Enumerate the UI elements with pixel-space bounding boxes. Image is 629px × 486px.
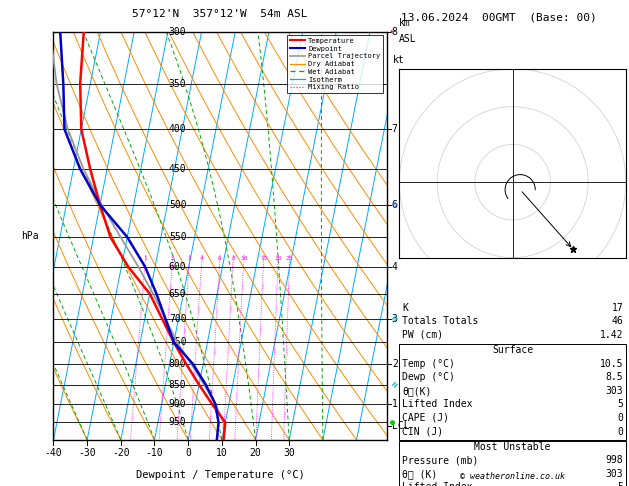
Text: 650: 650 xyxy=(169,289,186,299)
Text: 4: 4 xyxy=(200,256,204,261)
Text: ●: ● xyxy=(390,418,395,427)
Text: 8: 8 xyxy=(231,256,235,261)
Text: 0: 0 xyxy=(618,427,623,436)
Text: 2: 2 xyxy=(392,359,398,369)
Text: 46: 46 xyxy=(611,316,623,326)
Text: 30: 30 xyxy=(283,448,295,458)
Text: Temp (°C): Temp (°C) xyxy=(402,359,455,368)
Text: ≡: ≡ xyxy=(390,199,401,210)
Text: 900: 900 xyxy=(169,399,186,409)
Text: 303: 303 xyxy=(606,386,623,396)
Text: 0: 0 xyxy=(185,448,191,458)
Text: 300: 300 xyxy=(169,27,186,36)
Text: Pressure (mb): Pressure (mb) xyxy=(402,455,478,465)
Text: ≡: ≡ xyxy=(390,379,401,390)
Text: 3: 3 xyxy=(187,256,191,261)
Text: Totals Totals: Totals Totals xyxy=(402,316,478,326)
Text: kt: kt xyxy=(392,55,404,65)
Text: θᴇ(K): θᴇ(K) xyxy=(402,386,431,396)
Text: Dewpoint / Temperature (°C): Dewpoint / Temperature (°C) xyxy=(136,470,304,481)
Text: 303: 303 xyxy=(606,469,623,479)
Legend: Temperature, Dewpoint, Parcel Trajectory, Dry Adiabat, Wet Adiabat, Isotherm, Mi: Temperature, Dewpoint, Parcel Trajectory… xyxy=(287,35,383,93)
Text: -20: -20 xyxy=(112,448,130,458)
Text: 10: 10 xyxy=(216,448,228,458)
Text: ASL: ASL xyxy=(399,34,416,44)
Text: 15: 15 xyxy=(260,256,267,261)
Text: 500: 500 xyxy=(169,200,186,210)
Text: km: km xyxy=(399,17,410,28)
Text: 400: 400 xyxy=(169,124,186,134)
Text: 800: 800 xyxy=(169,359,186,369)
Text: 1.42: 1.42 xyxy=(600,330,623,340)
Text: 7: 7 xyxy=(392,124,398,134)
Text: Most Unstable: Most Unstable xyxy=(474,442,551,451)
Text: 4: 4 xyxy=(392,261,398,272)
Text: 10: 10 xyxy=(240,256,247,261)
Text: CAPE (J): CAPE (J) xyxy=(402,413,449,423)
Text: 6: 6 xyxy=(392,200,398,210)
Text: 850: 850 xyxy=(169,380,186,390)
Text: 10.5: 10.5 xyxy=(600,359,623,368)
Text: θᴇ (K): θᴇ (K) xyxy=(402,469,437,479)
Text: 998: 998 xyxy=(606,455,623,465)
Text: Lifted Index: Lifted Index xyxy=(402,399,472,409)
Text: 20: 20 xyxy=(250,448,262,458)
Text: 2: 2 xyxy=(170,256,174,261)
Text: 1: 1 xyxy=(143,256,147,261)
Text: 350: 350 xyxy=(169,79,186,89)
Text: 950: 950 xyxy=(169,417,186,428)
Text: 550: 550 xyxy=(169,232,186,242)
Text: 700: 700 xyxy=(169,314,186,324)
Text: 450: 450 xyxy=(169,164,186,174)
Text: 6: 6 xyxy=(218,256,221,261)
Text: 1: 1 xyxy=(392,399,398,409)
Text: ←: ← xyxy=(390,25,398,38)
Text: CIN (J): CIN (J) xyxy=(402,427,443,436)
Text: 17: 17 xyxy=(611,303,623,312)
Text: K: K xyxy=(402,303,408,312)
Text: Dewp (°C): Dewp (°C) xyxy=(402,372,455,382)
Text: 57°12'N  357°12'W  54m ASL: 57°12'N 357°12'W 54m ASL xyxy=(132,9,308,19)
Text: 20: 20 xyxy=(274,256,282,261)
Text: 13.06.2024  00GMT  (Base: 00): 13.06.2024 00GMT (Base: 00) xyxy=(401,12,597,22)
Text: © weatheronline.co.uk: © weatheronline.co.uk xyxy=(460,472,565,481)
Text: 8.5: 8.5 xyxy=(606,372,623,382)
Text: -40: -40 xyxy=(45,448,62,458)
Text: 750: 750 xyxy=(169,337,186,347)
Text: 5: 5 xyxy=(618,483,623,486)
Text: PW (cm): PW (cm) xyxy=(402,330,443,340)
Text: -30: -30 xyxy=(79,448,96,458)
Text: 600: 600 xyxy=(169,261,186,272)
Text: 3: 3 xyxy=(392,314,398,324)
Text: LCL: LCL xyxy=(392,421,409,431)
Text: Lifted Index: Lifted Index xyxy=(402,483,472,486)
Text: hPa: hPa xyxy=(21,231,39,241)
Text: -10: -10 xyxy=(146,448,164,458)
Text: Surface: Surface xyxy=(492,345,533,355)
Text: ≡: ≡ xyxy=(390,313,401,325)
Text: 0: 0 xyxy=(618,413,623,423)
Text: 25: 25 xyxy=(286,256,293,261)
Text: 8: 8 xyxy=(392,27,398,36)
Text: 5: 5 xyxy=(618,399,623,409)
